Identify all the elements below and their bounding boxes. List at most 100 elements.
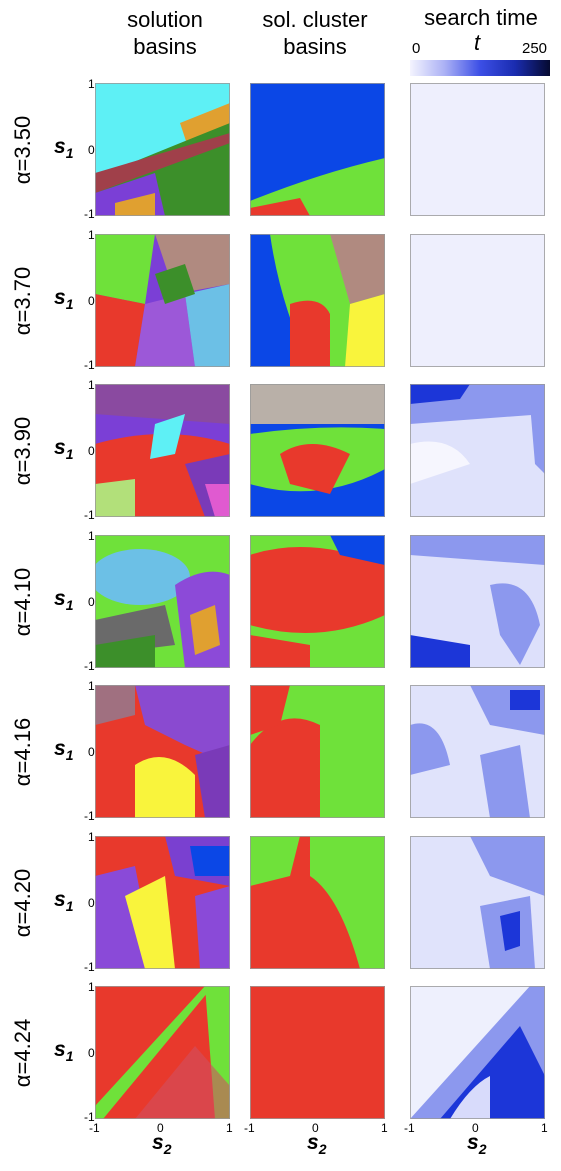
y-tick-neg: -1 (84, 1110, 95, 1124)
solution-basin-panel (95, 986, 230, 1119)
header-solution-basins: solution basins (127, 7, 203, 59)
cluster-basin-panel (250, 234, 385, 367)
header-cluster-basins: sol. cluster basins (262, 7, 368, 59)
x-axis-var: s (152, 1131, 164, 1154)
search-time-colorbar (410, 60, 550, 76)
x-tick-zero: 0 (312, 1121, 319, 1135)
header-search-time: search time (424, 5, 538, 30)
y-axis-var: s (54, 737, 66, 760)
x-tick-pos: 1 (226, 1121, 233, 1135)
y-tick-pos: 1 (88, 679, 95, 693)
alpha-label: α=3.50 (10, 115, 35, 185)
solution-basin-panel-image (95, 535, 230, 668)
solution-basin-panel (95, 234, 230, 367)
y-axis-label: s1 (54, 587, 73, 613)
y-tick-pos: 1 (88, 378, 95, 392)
cluster-basin-panel (250, 535, 385, 668)
colorbar-gradient (410, 60, 550, 76)
solution-basin-panel (95, 535, 230, 668)
solution-basin-panel-image (95, 836, 230, 969)
search-time-panel-image (410, 685, 545, 818)
alpha-label: α=4.20 (10, 868, 35, 938)
search-time-panel-image (410, 836, 545, 969)
x-tick-neg: -1 (89, 1121, 100, 1135)
solution-basin-panel (95, 83, 230, 216)
search-time-panel (410, 836, 545, 969)
x-axis-var: s (307, 1131, 319, 1154)
solution-basin-panel (95, 685, 230, 818)
x-axis-label: s2 (467, 1131, 486, 1157)
search-time-panel (410, 234, 545, 367)
x-axis-label: s2 (307, 1131, 326, 1157)
cluster-basin-panel-image (250, 535, 385, 668)
y-tick-zero: 0 (88, 143, 95, 157)
x-axis-sub: 2 (318, 1141, 327, 1158)
y-tick-zero: 0 (88, 896, 95, 910)
y-tick-zero: 0 (88, 294, 95, 308)
alpha-label: α=4.10 (10, 567, 35, 637)
x-tick-pos: 1 (381, 1121, 388, 1135)
y-axis-var: s (54, 436, 66, 459)
y-tick-neg: -1 (84, 207, 95, 221)
y-tick-neg: -1 (84, 508, 95, 522)
solution-basin-panel-image (95, 384, 230, 517)
y-tick-pos: 1 (88, 77, 95, 91)
y-tick-pos: 1 (88, 980, 95, 994)
x-tick-zero: 0 (472, 1121, 479, 1135)
search-time-panel (410, 685, 545, 818)
y-axis-var: s (54, 1038, 66, 1061)
y-axis-label: s1 (54, 737, 73, 763)
cluster-basin-panel-image (250, 234, 385, 367)
cluster-basin-panel (250, 83, 385, 216)
colorbar-max-label: 250 (522, 40, 548, 57)
cluster-basin-panel-image (250, 836, 385, 969)
search-time-panel (410, 986, 545, 1119)
y-axis-sub: 1 (65, 597, 74, 614)
y-tick-neg: -1 (84, 960, 95, 974)
x-axis-var: s (467, 1131, 479, 1154)
solution-basin-panel-image (95, 83, 230, 216)
y-axis-sub: 1 (65, 1048, 74, 1065)
y-axis-label: s1 (54, 135, 73, 161)
cluster-basin-panel-image (250, 986, 385, 1119)
search-time-panel (410, 384, 545, 517)
x-tick-zero: 0 (157, 1121, 164, 1135)
alpha-label: α=4.24 (10, 1018, 35, 1088)
y-axis-label: s1 (54, 436, 73, 462)
cluster-basin-panel-image (250, 685, 385, 818)
y-axis-sub: 1 (65, 446, 74, 463)
alpha-label: α=4.16 (10, 717, 35, 787)
y-axis-sub: 1 (65, 296, 74, 313)
x-tick-pos: 1 (541, 1121, 548, 1135)
y-axis-var: s (54, 587, 66, 610)
cluster-basin-panel (250, 685, 385, 818)
y-axis-sub: 1 (65, 898, 74, 915)
search-time-panel-image (410, 535, 545, 668)
search-time-panel (410, 83, 545, 216)
y-axis-sub: 1 (65, 747, 74, 764)
search-time-panel-image (410, 384, 545, 517)
cluster-basin-panel (250, 384, 385, 517)
y-tick-zero: 0 (88, 745, 95, 759)
y-axis-label: s1 (54, 286, 73, 312)
alpha-label: α=3.90 (10, 416, 35, 486)
y-tick-pos: 1 (88, 830, 95, 844)
y-tick-zero: 0 (88, 444, 95, 458)
cluster-basin-panel-image (250, 384, 385, 517)
y-tick-neg: -1 (84, 659, 95, 673)
x-axis-sub: 2 (163, 1141, 172, 1158)
y-tick-neg: -1 (84, 809, 95, 823)
colorbar-min-label: 0 (412, 40, 421, 57)
solution-basin-panel (95, 384, 230, 517)
y-tick-zero: 0 (88, 595, 95, 609)
search-time-panel-image (410, 986, 545, 1119)
search-time-panel-image (410, 234, 545, 367)
x-tick-neg: -1 (244, 1121, 255, 1135)
y-axis-sub: 1 (65, 145, 74, 162)
y-axis-label: s1 (54, 1038, 73, 1064)
y-tick-pos: 1 (88, 228, 95, 242)
solution-basin-panel (95, 836, 230, 969)
y-axis-var: s (54, 135, 66, 158)
x-axis-label: s2 (152, 1131, 171, 1157)
y-tick-zero: 0 (88, 1046, 95, 1060)
